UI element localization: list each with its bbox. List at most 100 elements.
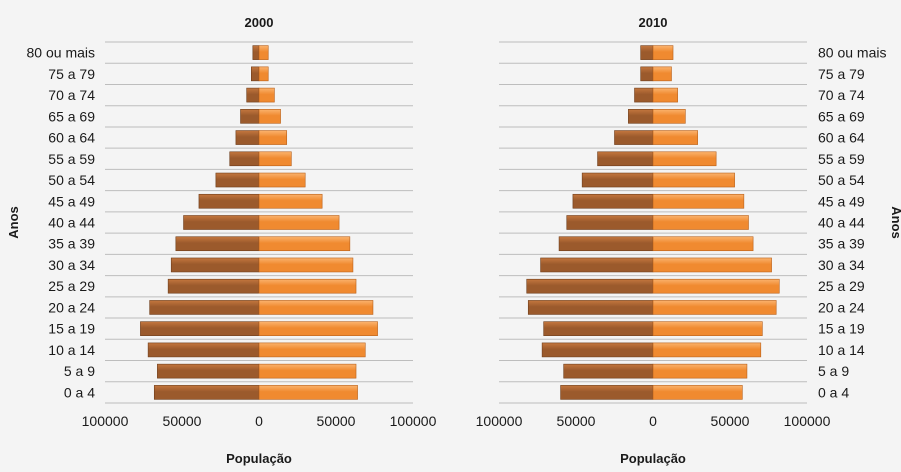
bar-male	[240, 109, 260, 124]
category-label: 50 a 54	[818, 172, 865, 188]
bar-female	[258, 300, 374, 315]
x-tick-label: 0	[255, 413, 263, 429]
bar-male	[526, 278, 654, 294]
category-label: 45 a 49	[48, 193, 95, 209]
category-label: 35 a 39	[818, 236, 865, 252]
category-label: 80 ou mais	[818, 45, 886, 61]
x-axis-label: População	[226, 451, 292, 466]
bar-male	[252, 45, 260, 60]
bar-female	[652, 236, 754, 252]
chart-title: 2010	[639, 15, 668, 30]
bar-male	[149, 300, 260, 315]
bar-female	[258, 66, 269, 82]
bar-female	[258, 45, 269, 60]
bar-female	[652, 215, 749, 230]
category-label: 60 a 64	[818, 130, 865, 146]
bar-male	[640, 66, 654, 82]
category-label: 40 a 44	[818, 215, 865, 231]
bar-male	[634, 87, 654, 103]
bar-female	[652, 66, 672, 82]
x-tick-label: 100000	[82, 413, 129, 429]
bar-female	[652, 172, 735, 188]
bar-male	[527, 300, 654, 315]
bar-male	[614, 130, 654, 145]
bar-male	[540, 257, 654, 273]
bar-female	[258, 278, 357, 294]
bar-male	[215, 172, 260, 188]
bar-male	[153, 385, 260, 400]
category-label: 70 a 74	[818, 87, 865, 103]
bar-male	[229, 151, 260, 167]
category-label: 5 a 9	[818, 363, 849, 379]
bar-female	[258, 257, 354, 273]
bar-male	[167, 278, 260, 294]
bar-female	[652, 87, 678, 103]
bar-female	[652, 257, 772, 273]
bar-male	[563, 363, 654, 379]
x-tick-label: 100000	[784, 413, 831, 429]
category-label: 40 a 44	[48, 215, 95, 231]
category-label: 30 a 34	[48, 257, 95, 273]
bar-male	[235, 130, 260, 145]
category-label: 20 a 24	[818, 299, 865, 315]
bar-male	[157, 363, 260, 379]
category-label: 25 a 29	[818, 278, 865, 294]
bar-female	[258, 172, 306, 188]
category-label: 45 a 49	[818, 193, 865, 209]
bar-male	[558, 236, 654, 252]
bar-female	[258, 363, 357, 379]
x-tick-label: 100000	[390, 413, 437, 429]
bar-male	[140, 321, 260, 336]
bar-female	[652, 151, 717, 167]
category-label: 60 a 64	[48, 130, 95, 146]
bar-female	[652, 278, 780, 294]
bar-female	[258, 109, 281, 124]
category-label: 55 a 59	[818, 151, 865, 167]
category-label: 10 a 14	[818, 342, 865, 358]
bar-male	[175, 236, 260, 252]
bar-male	[566, 215, 654, 230]
bar-female	[258, 215, 340, 230]
x-tick-label: 100000	[476, 413, 523, 429]
category-label: 5 a 9	[64, 363, 95, 379]
bar-female	[258, 236, 351, 252]
bar-male	[543, 321, 654, 336]
bar-male	[147, 342, 260, 358]
category-label: 30 a 34	[818, 257, 865, 273]
bar-female	[258, 193, 323, 209]
bar-female	[652, 109, 686, 124]
category-label: 65 a 69	[48, 108, 95, 124]
category-label: 70 a 74	[48, 87, 95, 103]
category-label: 15 a 19	[818, 321, 865, 337]
x-tick-label: 50000	[711, 413, 750, 429]
bar-female	[258, 130, 288, 145]
x-tick-label: 50000	[163, 413, 202, 429]
x-tick-label: 0	[649, 413, 657, 429]
bar-female	[652, 45, 674, 60]
bar-male	[246, 87, 260, 103]
bar-male	[628, 109, 654, 124]
category-label: 35 a 39	[48, 236, 95, 252]
y-axis-label: Anos	[889, 206, 901, 239]
category-label: 80 ou mais	[27, 45, 95, 61]
category-label: 15 a 19	[48, 321, 95, 337]
category-label: 75 a 79	[48, 66, 95, 82]
bar-female	[258, 321, 378, 336]
category-label: 65 a 69	[818, 108, 865, 124]
bar-male	[170, 257, 260, 273]
bar-female	[258, 385, 358, 400]
category-label: 20 a 24	[48, 299, 95, 315]
bar-male	[560, 385, 654, 400]
bar-female	[652, 321, 763, 336]
bar-female	[652, 385, 743, 400]
bar-male	[198, 193, 260, 209]
y-axis-label: Anos	[6, 206, 21, 239]
bar-male	[251, 66, 260, 82]
bar-female	[652, 363, 748, 379]
bar-female	[652, 130, 698, 145]
category-label: 25 a 29	[48, 278, 95, 294]
x-axis-label: População	[620, 451, 686, 466]
bar-female	[258, 151, 292, 167]
